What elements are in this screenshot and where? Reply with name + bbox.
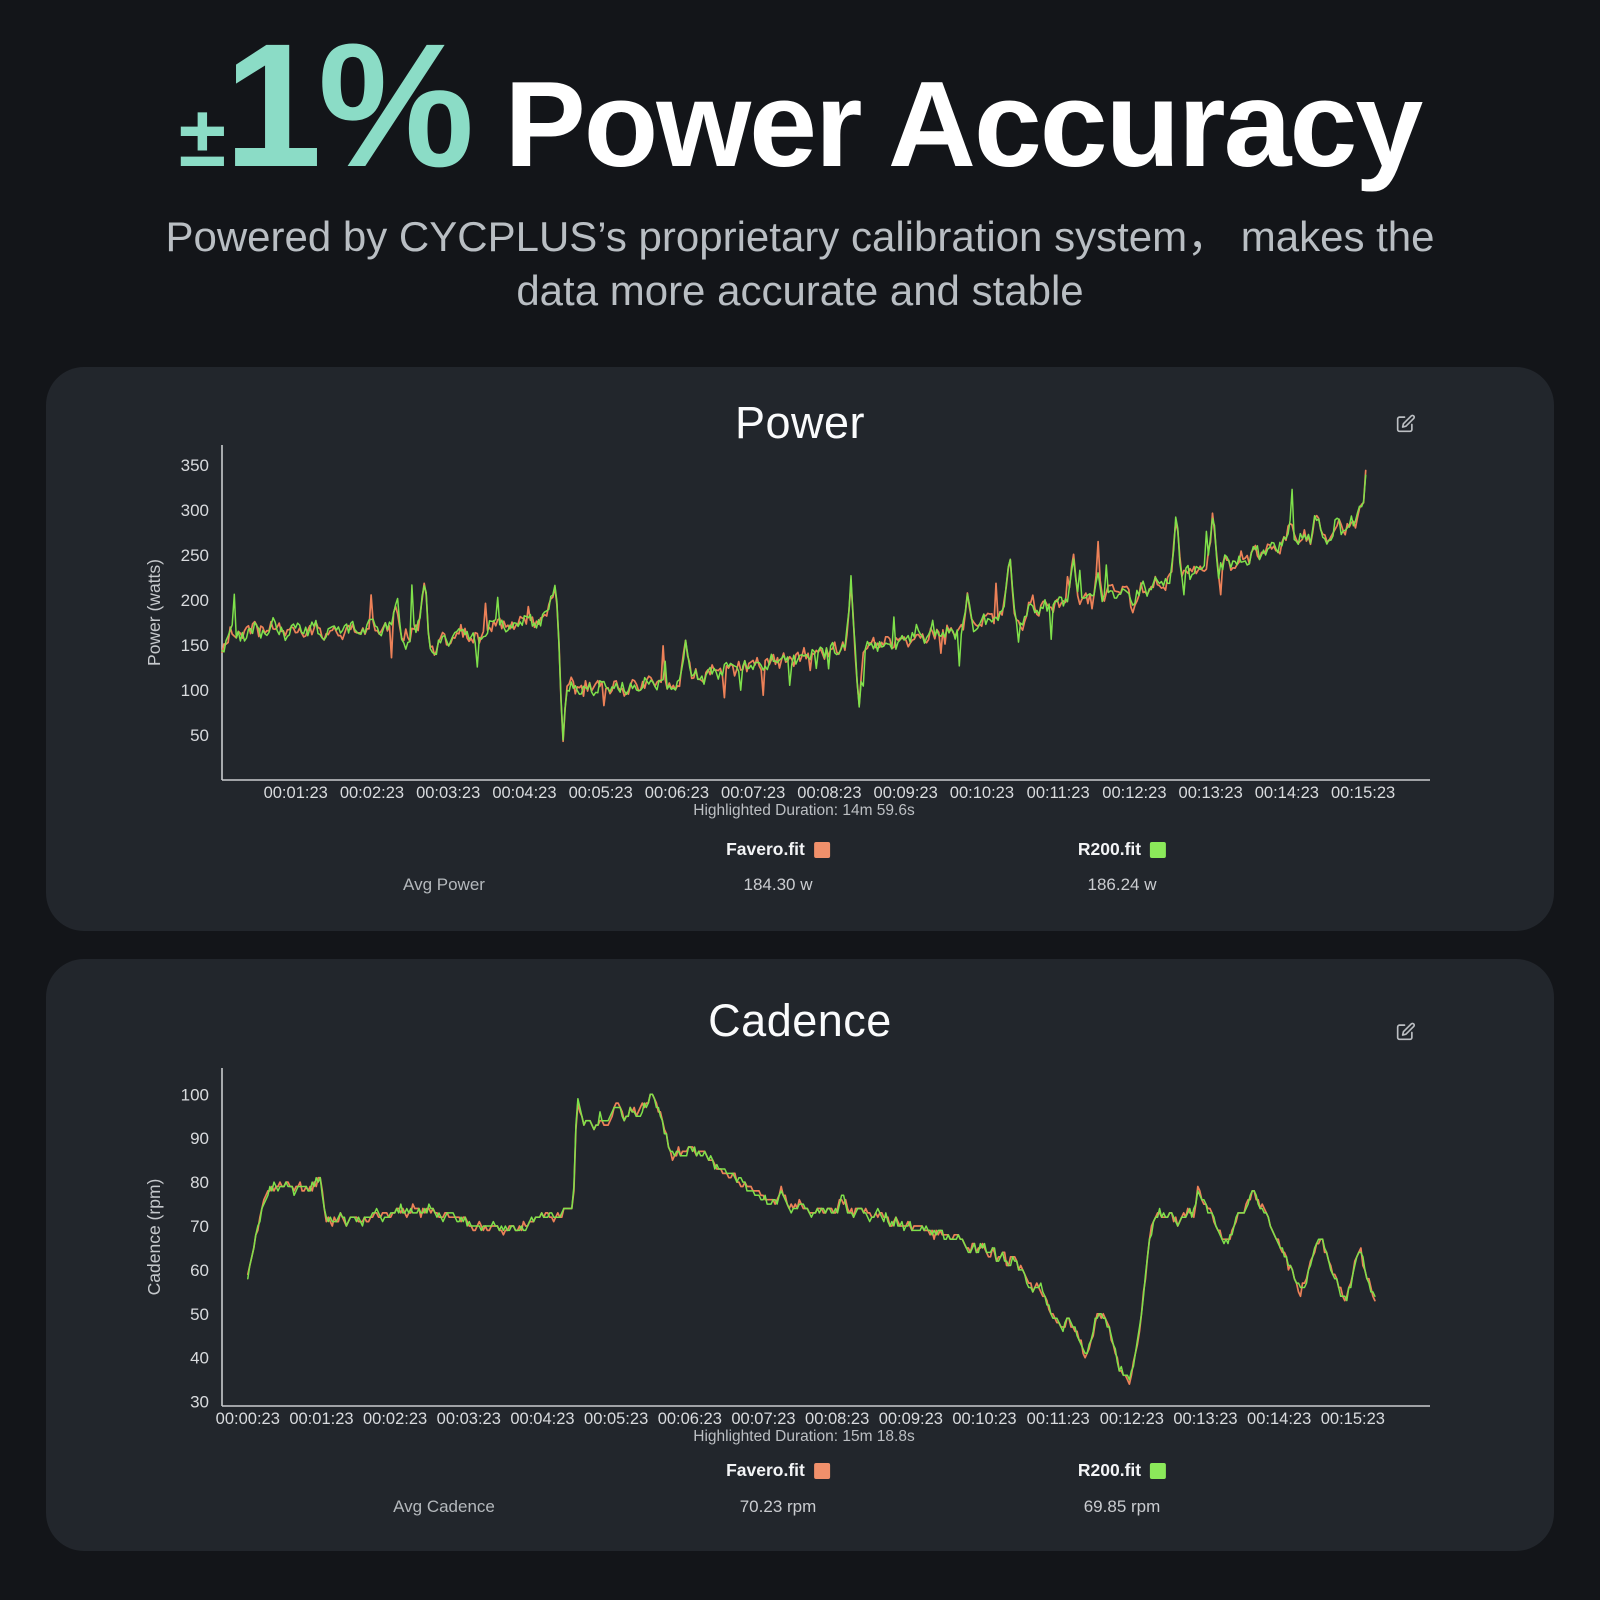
y-tick-label: 150 (181, 636, 209, 655)
x-tick-label: 00:01:23 (289, 1410, 353, 1428)
avg-cadence-favero-value: 70.23 rpm (739, 1497, 817, 1516)
cadence-chart-canvas: 30 40 50 60 70 80 90 100 Cadence (rpm) 00:00:23 00… (144, 1068, 1430, 1445)
x-tick-label: 00:07:23 (731, 1410, 795, 1428)
series-line-R200.fit (221, 474, 1367, 741)
y-tick-label: 40 (190, 1349, 209, 1368)
x-tick-label: 00:02:23 (340, 784, 404, 802)
y-tick-label: 100 (181, 1085, 209, 1104)
x-tick-label: 00:09:23 (879, 1410, 943, 1428)
legend-label-r200: R200.fit (1077, 1460, 1142, 1480)
y-tick-label: 90 (190, 1129, 209, 1148)
subtitle-line-1: Powered by CYCPLUS’s proprietary calibra… (165, 213, 1435, 260)
x-tick-label: 00:13:23 (1173, 1410, 1237, 1428)
highlighted-duration-text: Highlighted Duration: 15m 18.8s (693, 1428, 915, 1445)
y-tick-label: 250 (181, 546, 209, 565)
y-tick-label: 100 (181, 681, 209, 700)
favero-color-swatch (813, 841, 830, 858)
x-tick-label: 00:06:23 (658, 1410, 722, 1428)
plus-minus-symbol: ± (178, 89, 226, 185)
x-tick-label: 00:03:23 (437, 1410, 501, 1428)
x-tick-label: 00:03:23 (416, 784, 480, 802)
x-tick-label: 00:11:23 (1027, 1410, 1090, 1428)
accuracy-value: 1% (223, 8, 474, 204)
x-tick-label: 00:05:23 (584, 1410, 648, 1428)
x-tick-label: 00:02:23 (363, 1410, 427, 1428)
x-tick-label: 00:07:23 (721, 784, 785, 802)
cadence-chart-card: Cadence 30 40 50 60 70 80 90 100 Cadence (rpm) 00… (46, 959, 1554, 1551)
y-tick-label: 80 (190, 1173, 209, 1192)
y-tick-label: 350 (181, 456, 209, 475)
avg-power-favero-value: 184.30 w (743, 875, 813, 894)
x-tick-label: 00:05:23 (569, 784, 633, 802)
x-tick-label: 00:12:23 (1100, 1410, 1164, 1428)
x-tick-label: 00:08:23 (797, 784, 861, 802)
y-tick-label: 300 (181, 501, 209, 520)
cadence-chart-title: Cadence (708, 995, 892, 1046)
x-tick-label: 00:15:23 (1331, 784, 1395, 802)
x-tick-label: 00:01:23 (264, 784, 328, 802)
r200-color-swatch (1150, 1462, 1167, 1479)
page-title: Power Accuracy (504, 56, 1423, 192)
series-line-Favero.fit (246, 1093, 1376, 1385)
series-line-Favero.fit (221, 469, 1367, 743)
favero-color-swatch (813, 1462, 830, 1479)
x-tick-label: 00:13:23 (1179, 784, 1243, 802)
y-tick-label: 50 (190, 1305, 209, 1324)
x-tick-label: 00:10:23 (950, 784, 1014, 802)
x-tick-label: 00:04:23 (492, 784, 556, 802)
legend-entry-favero[interactable]: Favero.fit (726, 839, 830, 860)
x-tick-label: 00:11:23 (1027, 784, 1090, 802)
avg-power-r200-value: 186.24 w (1087, 875, 1157, 894)
legend-entry-favero[interactable]: Favero.fit (726, 1460, 830, 1481)
y-tick-label: 70 (190, 1217, 209, 1236)
avg-cadence-r200-value: 69.85 rpm (1083, 1497, 1161, 1516)
legend-entry-r200[interactable]: R200.fit (1077, 1460, 1167, 1481)
x-tick-label: 00:00:23 (216, 1410, 280, 1428)
legend-label-favero: Favero.fit (726, 839, 805, 859)
y-tick-label: 50 (190, 726, 209, 745)
legend-label-favero: Favero.fit (726, 1460, 805, 1480)
subtitle-line-2: data more accurate and stable (516, 267, 1084, 314)
power-chart-canvas: 50 100 150 200 250 300 350 Power (watts) 00:01:2… (144, 445, 1430, 819)
headline: ±1% Power Accuracy (0, 18, 1600, 194)
avg-cadence-label: Avg Cadence (393, 1497, 495, 1516)
page-subtitle: Powered by CYCPLUS’s proprietary calibra… (0, 210, 1600, 318)
x-tick-label: 00:08:23 (805, 1410, 869, 1428)
legend-entry-r200[interactable]: R200.fit (1077, 839, 1167, 860)
edit-icon[interactable] (1394, 1021, 1416, 1043)
x-tick-label: 00:15:23 (1321, 1410, 1385, 1428)
y-axis-title: Power (watts) (144, 559, 164, 666)
x-tick-label: 00:14:23 (1255, 784, 1319, 802)
series-line-R200.fit (247, 1093, 1376, 1381)
power-chart-card: Power 50 100 150 200 250 300 350 Power (watts) 0… (46, 367, 1554, 931)
r200-color-swatch (1150, 841, 1167, 858)
x-tick-label: 00:04:23 (510, 1410, 574, 1428)
y-tick-label: 60 (190, 1261, 209, 1280)
power-chart-title: Power (734, 397, 866, 448)
x-tick-label: 00:06:23 (645, 784, 709, 802)
cadence-avg-row: Avg Cadence 70.23 rpm 69.85 rpm (46, 1497, 1554, 1521)
cadence-legend-row: Favero.fit R200.fit (46, 1460, 1554, 1484)
x-tick-label: 00:14:23 (1247, 1410, 1311, 1428)
x-tick-label: 00:09:23 (874, 784, 938, 802)
edit-icon[interactable] (1394, 413, 1416, 435)
x-tick-label: 00:12:23 (1102, 784, 1166, 802)
legend-label-r200: R200.fit (1077, 839, 1142, 859)
x-tick-label: 00:10:23 (952, 1410, 1016, 1428)
page-header: ±1% Power Accuracy Powered by CYCPLUS’s p… (0, 18, 1600, 318)
avg-power-label: Avg Power (403, 875, 485, 894)
y-axis-title: Cadence (rpm) (144, 1179, 164, 1296)
power-legend-row: Favero.fit R200.fit (46, 839, 1554, 863)
power-avg-row: Avg Power 184.30 w 186.24 w (46, 875, 1554, 899)
highlighted-duration-text: Highlighted Duration: 14m 59.6s (693, 802, 915, 819)
y-tick-label: 30 (190, 1393, 209, 1412)
y-tick-label: 200 (181, 591, 209, 610)
